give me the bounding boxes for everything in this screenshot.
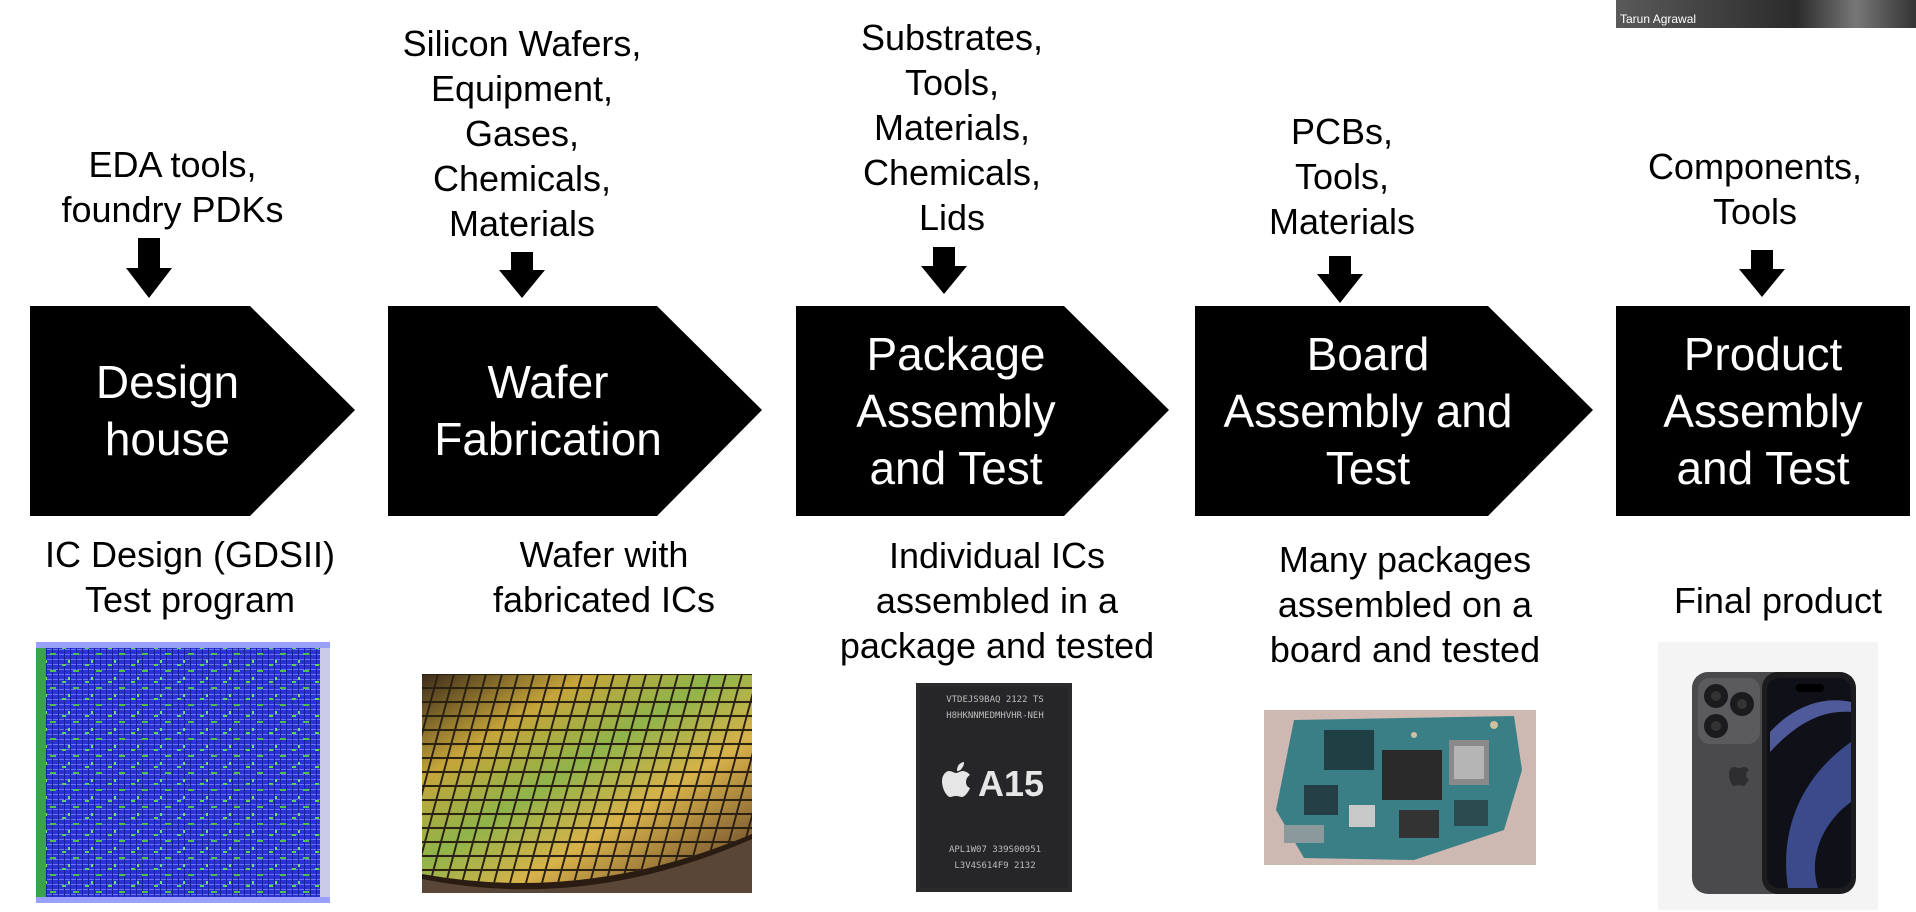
a15-chip-image: VTDEJS9BAQ 2122 TS H8HKNNMEDMHVHR-NEH A1… [916,683,1072,892]
stage-inputs-board-assembly: PCBs, Tools, Materials [1268,111,1416,242]
chevron-package-assembly [796,306,1169,516]
stage-output-product-assembly: Final product [1673,580,1883,621]
stage-output-design-house: IC Design (GDSII) Test program [44,534,336,620]
stage-label-package-assembly: Package Assembly and Test [856,327,1056,494]
chevron-product-assembly [1616,306,1910,516]
stage-output-package-assembly: Individual ICs assembled in a package an… [839,535,1155,666]
down-arrow-icon [921,247,967,294]
chip-marking-line2: H8HKNNMEDMHVHR-NEH [946,711,1044,721]
chip-marking-line4: L3V4S614F9 2132 [954,861,1036,871]
stage-label-product-assembly: Product Assembly and Test [1663,327,1863,494]
chip-brand: A15 [978,763,1045,804]
down-arrow-icon [1739,250,1785,297]
stage-inputs-package-assembly: Substrates, Tools, Materials, Chemicals,… [860,17,1044,238]
ic-layout-image [36,642,330,903]
circuit-board-image [1264,710,1536,865]
stage-inputs-wafer-fabrication: Silicon Wafers, Equipment, Gases, Chemic… [402,23,642,244]
wafer-image [422,674,752,893]
down-arrow-icon [499,252,545,298]
chevron-design-house [30,306,355,516]
chip-marking-line3: APL1W07 339S00951 [948,845,1042,855]
stage-output-board-assembly: Many packages assembled on a board and t… [1269,539,1541,670]
participant-name: Tarun Agrawal [1620,12,1697,26]
stage-inputs-product-assembly: Components, Tools [1647,146,1863,232]
chevron-wafer-fabrication [388,306,762,516]
down-arrow-icon [126,238,172,298]
chip-marking-line1: VTDEJS9BAQ 2122 TS [946,695,1044,705]
stage-inputs-design-house: EDA tools, foundry PDKs [61,144,284,230]
stage-output-wafer-fabrication: Wafer with fabricated ICs [492,534,716,620]
smartphone-image [1658,642,1878,910]
down-arrow-icon [1317,256,1363,303]
apple-logo-icon [942,762,970,797]
participant-video-tile[interactable]: Tarun Agrawal [1616,0,1916,28]
stage-label-design-house: Design house [95,356,240,465]
chevron-board-assembly [1195,306,1593,516]
stage-label-wafer-fabrication: Wafer Fabrication [434,356,662,465]
stage-label-board-assembly: Board Assembly and Test [1223,327,1513,494]
